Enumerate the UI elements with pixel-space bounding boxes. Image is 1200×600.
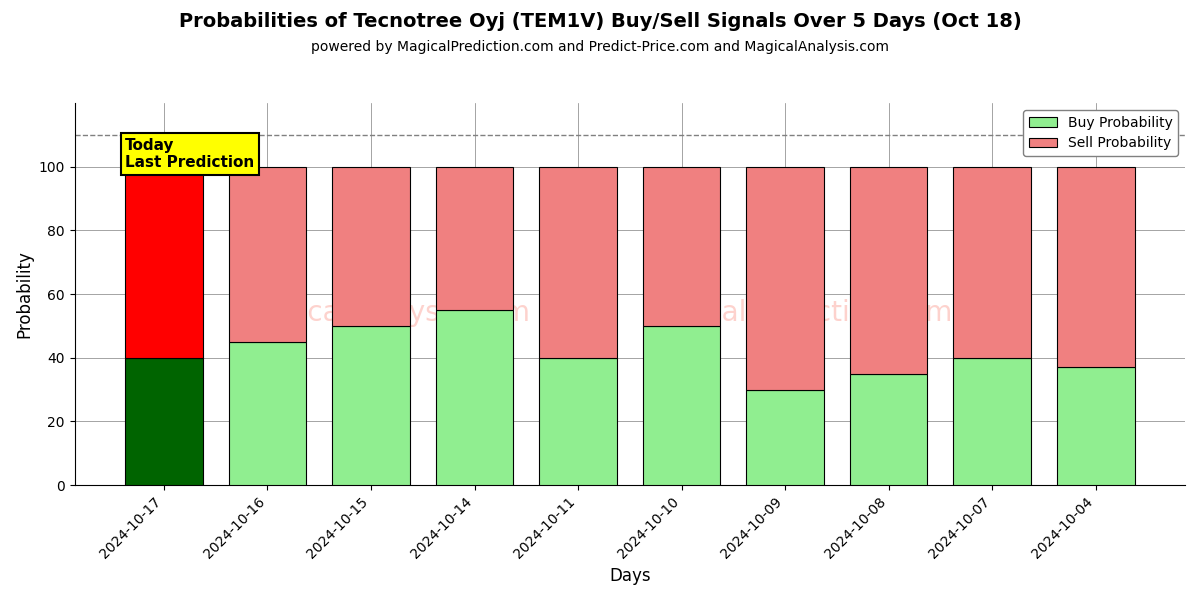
Text: Probabilities of Tecnotree Oyj (TEM1V) Buy/Sell Signals Over 5 Days (Oct 18): Probabilities of Tecnotree Oyj (TEM1V) B… <box>179 12 1021 31</box>
Legend: Buy Probability, Sell Probability: Buy Probability, Sell Probability <box>1024 110 1178 156</box>
Bar <box>332 326 410 485</box>
Bar <box>746 389 824 485</box>
Bar <box>850 374 928 485</box>
Bar <box>539 358 617 485</box>
Bar <box>436 310 514 485</box>
Bar <box>125 358 203 485</box>
Bar <box>332 167 410 326</box>
Text: powered by MagicalPrediction.com and Predict-Price.com and MagicalAnalysis.com: powered by MagicalPrediction.com and Pre… <box>311 40 889 54</box>
Bar <box>1057 167 1134 367</box>
Bar <box>746 167 824 389</box>
Bar <box>643 167 720 326</box>
Bar <box>850 167 928 374</box>
Bar <box>643 326 720 485</box>
Bar <box>229 167 306 342</box>
Text: MagicalPrediction.com: MagicalPrediction.com <box>640 299 953 327</box>
Y-axis label: Probability: Probability <box>16 250 34 338</box>
Bar <box>953 167 1031 358</box>
Bar <box>539 167 617 358</box>
Text: Today
Last Prediction: Today Last Prediction <box>125 138 254 170</box>
X-axis label: Days: Days <box>610 567 650 585</box>
Text: MagicalAnalysis.com: MagicalAnalysis.com <box>241 299 530 327</box>
Bar <box>436 167 514 310</box>
Bar <box>953 358 1031 485</box>
Bar <box>229 342 306 485</box>
Bar <box>1057 367 1134 485</box>
Bar <box>125 167 203 358</box>
